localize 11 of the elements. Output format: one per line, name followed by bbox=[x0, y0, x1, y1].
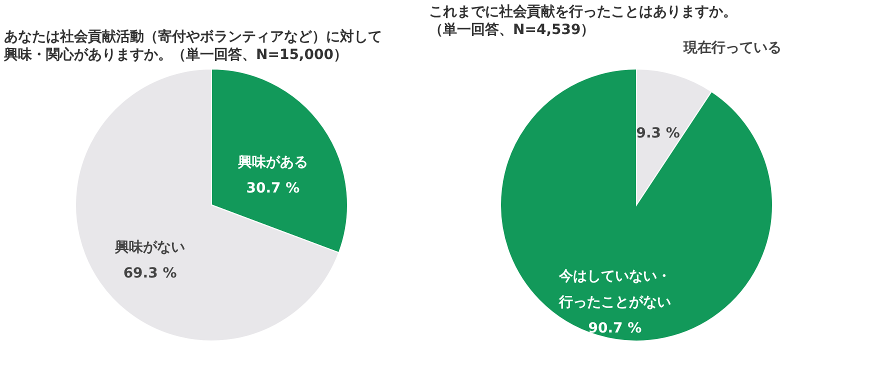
slice-label: 現在行っている bbox=[682, 40, 782, 56]
slice-label: 今はしていない・行ったことがない bbox=[558, 268, 671, 311]
data-label: 69.3 % bbox=[123, 266, 177, 282]
pie-slice bbox=[500, 68, 773, 342]
slice-label: 興味がない bbox=[114, 240, 186, 256]
chart-title: あなたは社会貢献活動（寄付やボランティアなど）に対して興味・関心がありますか。（単一回答、N=15,000） bbox=[3, 28, 382, 63]
data-label: 30.7 % bbox=[246, 180, 300, 196]
data-label: 9.3 % bbox=[636, 125, 680, 142]
slice-label: 興味がある bbox=[236, 154, 308, 170]
chart-title: これまでに社会貢献を行ったことはありますか。（単一回答、N=4,539） bbox=[429, 4, 737, 38]
data-label: 90.7 % bbox=[588, 320, 642, 337]
